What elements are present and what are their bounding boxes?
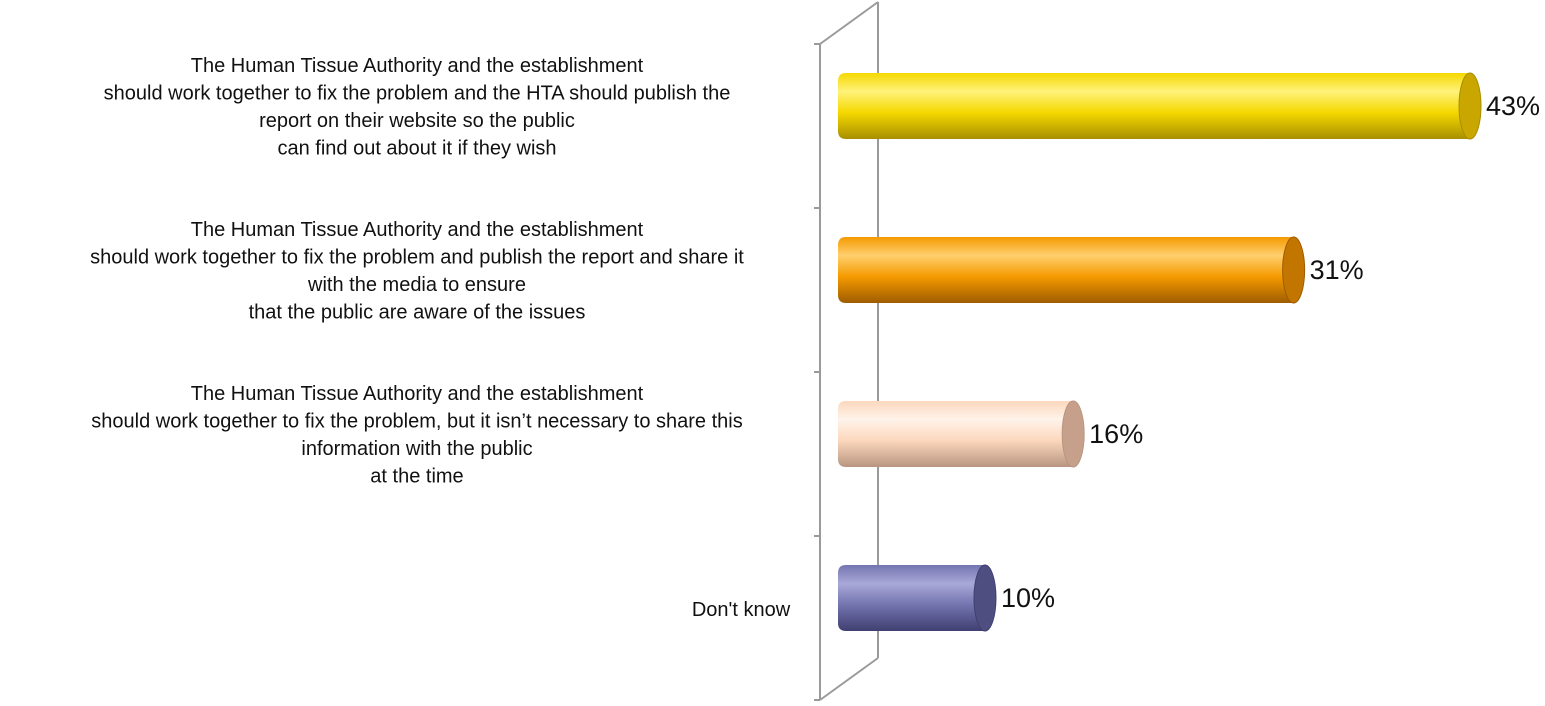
value-label: 43% xyxy=(1486,91,1540,121)
bar-end-cap xyxy=(1282,236,1306,304)
value-labels: 43% 31% 16% 10% xyxy=(1001,91,1540,613)
category-label-line: The Human Tissue Authority and the estab… xyxy=(191,219,644,241)
bar-2 xyxy=(838,236,1306,304)
category-labels: The Human Tissue Authority and the estab… xyxy=(90,55,791,621)
category-label-line: can find out about it if they wish xyxy=(277,137,556,159)
bar-4 xyxy=(838,564,997,632)
bar-series xyxy=(838,72,1482,632)
value-label: 16% xyxy=(1089,419,1143,449)
category-label-line: information with the public xyxy=(301,438,532,460)
category-label: Don't know xyxy=(692,599,791,621)
category-label-line: that the public are aware of the issues xyxy=(249,301,586,323)
wall-top-edge xyxy=(819,1,879,45)
category-label: The Human Tissue Authority and the estab… xyxy=(90,219,744,324)
category-label-line: report on their website so the public xyxy=(259,110,575,132)
value-label: 10% xyxy=(1001,583,1055,613)
bar-end-cap xyxy=(1458,72,1482,140)
category-label-line: should work together to fix the problem … xyxy=(90,246,744,268)
bar-body xyxy=(838,237,1294,303)
bar-3 xyxy=(838,400,1085,468)
category-label: The Human Tissue Authority and the estab… xyxy=(91,383,742,488)
bar-1 xyxy=(838,72,1482,140)
bar-body xyxy=(838,565,985,631)
category-label-line: Don't know xyxy=(692,599,791,621)
category-label: The Human Tissue Authority and the estab… xyxy=(104,55,731,160)
category-label-line: The Human Tissue Authority and the estab… xyxy=(191,383,644,405)
bar-body xyxy=(838,73,1470,139)
category-label-line: should work together to fix the problem,… xyxy=(91,410,742,432)
category-label-line: The Human Tissue Authority and the estab… xyxy=(191,55,644,77)
bar-body xyxy=(838,401,1074,467)
category-label-line: with the media to ensure xyxy=(307,274,526,296)
category-label-line: at the time xyxy=(370,465,463,487)
value-label: 31% xyxy=(1310,255,1364,285)
bar-end-cap xyxy=(973,564,997,632)
floor-edge xyxy=(819,657,879,701)
category-label-line: should work together to fix the problem … xyxy=(104,82,731,104)
bar-end-cap xyxy=(1061,400,1085,468)
